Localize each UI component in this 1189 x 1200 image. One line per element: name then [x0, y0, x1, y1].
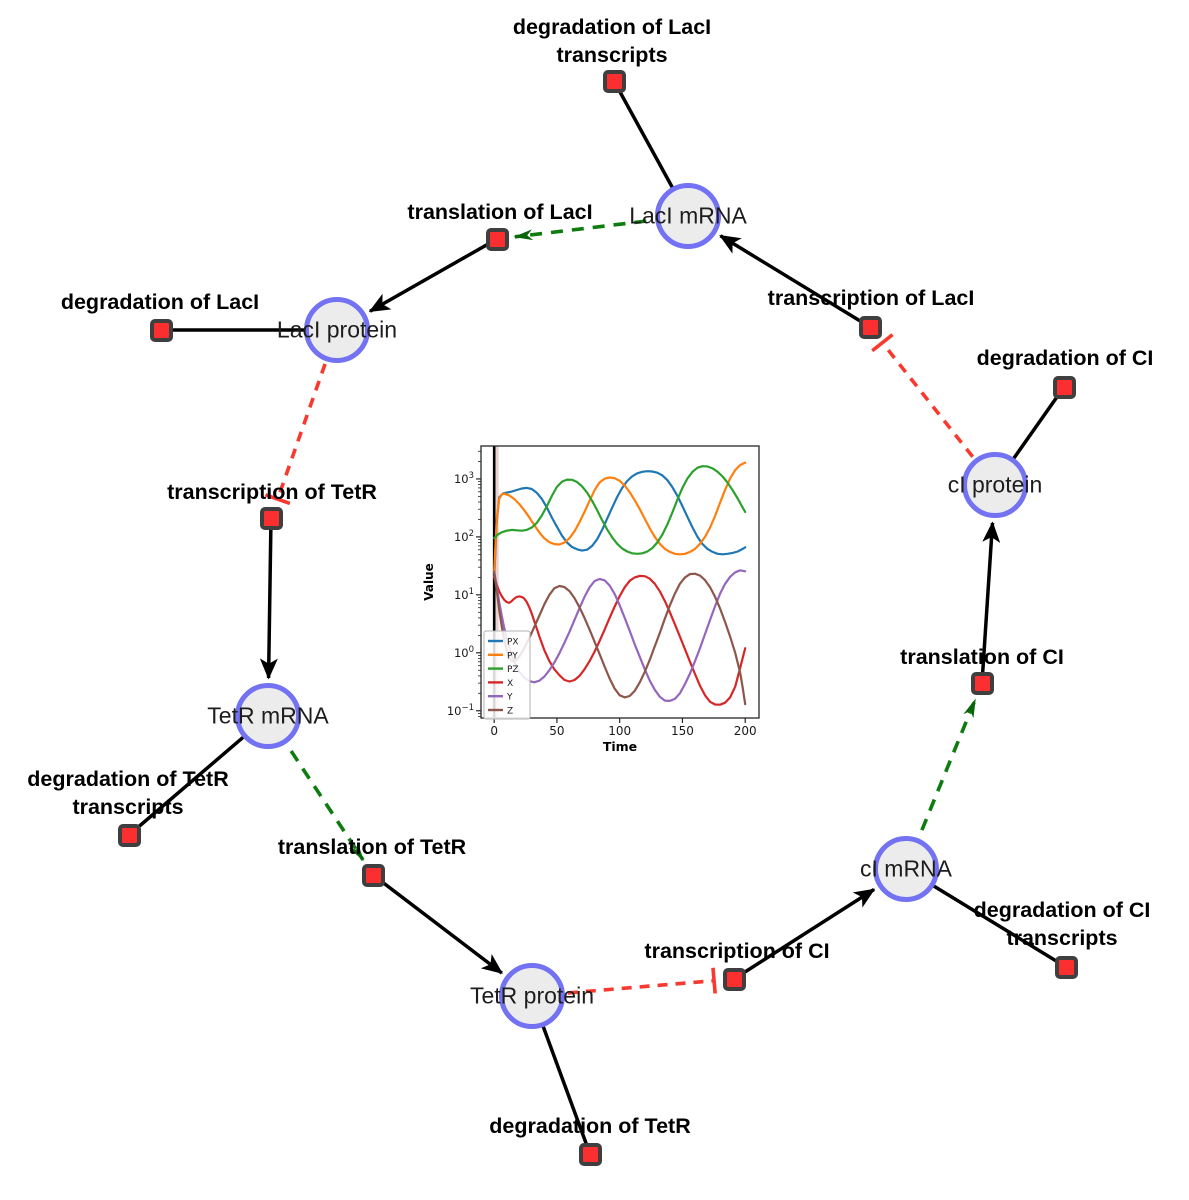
- reaction-node-deg_ci_tx[interactable]: [1054, 955, 1078, 979]
- y-tick-label: 101: [454, 587, 474, 602]
- edge-product-translation_laci-laci_protein: [368, 237, 498, 313]
- reaction-node-translation_tetr[interactable]: [361, 863, 385, 887]
- species-node-laci_protein[interactable]: [304, 297, 370, 363]
- edge-inhibition-tetr_protein-transcription_ci: [531, 967, 717, 998]
- edge-product-transcription_ci-ci_mrna: [733, 887, 876, 981]
- reaction-node-deg_laci[interactable]: [149, 318, 173, 342]
- x-tick-label: 200: [734, 724, 757, 738]
- species-node-ci_protein[interactable]: [962, 452, 1028, 518]
- series-curve-PX: [493, 470, 747, 579]
- edge-product-transcription_laci-laci_mrna: [719, 234, 871, 329]
- y-tick-label: 100: [454, 645, 474, 660]
- legend-label: PZ: [507, 665, 519, 675]
- x-tick-label: 100: [608, 724, 631, 738]
- legend-label: PX: [507, 638, 519, 648]
- series-curve-PY: [493, 461, 747, 573]
- x-axis-label: Time: [603, 739, 637, 754]
- series-curve-PZ: [493, 465, 747, 555]
- species-node-ci_mrna[interactable]: [873, 836, 939, 902]
- legend-label: PY: [507, 651, 518, 661]
- reaction-node-transcription_tetr[interactable]: [259, 506, 283, 530]
- species-node-tetr_mrna[interactable]: [235, 683, 301, 749]
- x-tick-label: 50: [549, 724, 564, 738]
- reaction-node-translation_ci[interactable]: [970, 671, 994, 695]
- reaction-node-transcription_ci[interactable]: [722, 967, 746, 991]
- y-tick-label: 102: [454, 529, 474, 544]
- species-node-tetr_protein[interactable]: [499, 963, 565, 1029]
- edge-product-translation_ci-ci_protein: [980, 521, 1001, 684]
- reaction-node-transcription_laci[interactable]: [858, 315, 882, 339]
- reaction-node-deg_ci[interactable]: [1052, 375, 1076, 399]
- reaction-node-translation_laci[interactable]: [485, 227, 509, 251]
- reaction-node-deg_tetr_tx[interactable]: [117, 823, 141, 847]
- y-tick-label: 103: [454, 471, 474, 486]
- legend-label: X: [507, 679, 513, 689]
- x-tick-label: 0: [490, 724, 498, 738]
- y-axis-label: Value: [422, 563, 436, 601]
- edge-product-transcription_tetr-tetr_mrna: [259, 517, 278, 680]
- legend-label: Z: [507, 707, 513, 717]
- x-tick-label: 150: [671, 724, 694, 738]
- species-node-laci_mrna[interactable]: [655, 183, 721, 249]
- legend-label: Y: [506, 693, 513, 703]
- series-curve-X: [493, 574, 747, 706]
- reaction-node-deg_tetr[interactable]: [578, 1142, 602, 1166]
- edge-inhibition-laci_protein-transcription_tetr: [264, 329, 339, 506]
- y-tick-label: 10−1: [447, 703, 474, 718]
- edge-product-translation_tetr-tetr_protein: [371, 873, 503, 975]
- simulation-plot: 0 50 100 150 200 10−1 100 101 102 103 Time Value PX P…: [422, 445, 760, 754]
- edge-inhibition-ci_protein-transcription_laci: [871, 333, 997, 487]
- reaction-node-deg_laci_tx[interactable]: [602, 69, 626, 93]
